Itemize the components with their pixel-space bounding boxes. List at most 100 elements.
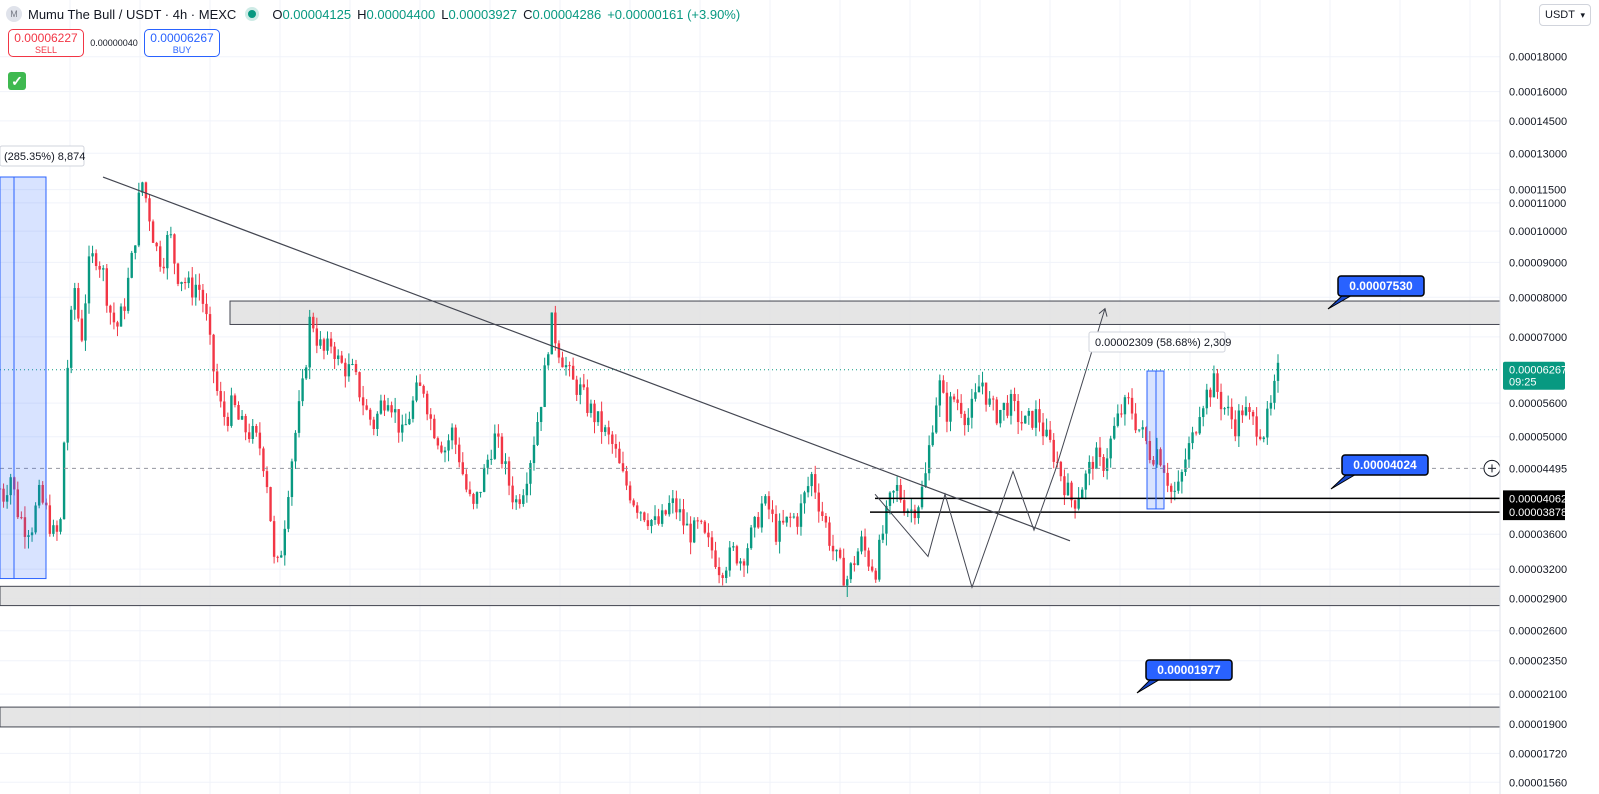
candle-body: [425, 393, 429, 415]
y-tick-label: 0.00007000: [1509, 332, 1567, 344]
candle-body: [977, 386, 981, 393]
candle-body: [1262, 437, 1265, 440]
candle-body: [945, 392, 949, 422]
candle-body: [1059, 461, 1063, 477]
open-value: 0.00004125: [282, 6, 352, 22]
candle-body: [30, 532, 34, 536]
support-resistance-zone: [229, 300, 1501, 325]
candle-body: [134, 245, 137, 253]
candle-body: [27, 535, 30, 537]
candle-body: [1269, 402, 1273, 409]
candle-body: [1234, 419, 1237, 437]
check-icon[interactable]: ✓: [8, 72, 26, 90]
projection-path[interactable]: [874, 308, 1106, 589]
candle-body: [272, 521, 276, 557]
candle-body: [1276, 362, 1280, 381]
candle-body: [258, 432, 262, 449]
candle-body: [924, 473, 927, 487]
candle-body: [1081, 489, 1084, 499]
candle-body: [408, 418, 411, 425]
candle-body: [59, 519, 62, 532]
candle-body: [1031, 410, 1034, 428]
candle-body: [500, 436, 504, 464]
candle-body: [1052, 439, 1055, 462]
drawings-layer[interactable]: (285.35%) 8,874 0.00002309 (58.68%) 2,309…: [0, 145, 1501, 694]
measure-label: (285.35%) 8,874: [4, 151, 85, 163]
current-price-tag[interactable]: [1503, 361, 1565, 390]
candle-body: [860, 536, 863, 552]
candle-body: [903, 500, 906, 514]
callout-box[interactable]: [1145, 659, 1233, 681]
candle-body: [1088, 461, 1091, 474]
y-tick-label: 0.00002100: [1509, 689, 1567, 701]
candle-body: [1166, 472, 1169, 486]
y-tick-label: 0.00013000: [1509, 148, 1567, 160]
candle-body: [354, 363, 358, 373]
callout-box[interactable]: [1341, 454, 1429, 476]
candle-body: [657, 516, 660, 524]
candle-body: [653, 516, 657, 521]
candle-body: [479, 491, 482, 493]
y-tick-label: 0.00002600: [1509, 626, 1567, 638]
candle-body: [660, 510, 664, 524]
level-label: 0.00004062: [1509, 493, 1567, 505]
y-tick-label: 0.00001900: [1509, 719, 1567, 731]
candle-body: [774, 513, 778, 542]
candle-body: [614, 443, 618, 449]
callout-box[interactable]: [1337, 275, 1425, 297]
currency-selector[interactable]: USDT ▾: [1539, 4, 1591, 26]
candle-body: [636, 505, 639, 513]
sell-button[interactable]: 0.00006227 SELL: [8, 29, 84, 57]
symbol-legend: M Mumu The Bull / USDT · 4h · MEXC O 0.00…: [6, 5, 740, 23]
symbol-title[interactable]: Mumu The Bull / USDT · 4h · MEXC: [28, 6, 237, 22]
candle-body: [849, 563, 853, 580]
candle-body: [180, 282, 183, 284]
candle-body: [1141, 427, 1144, 430]
candle-body: [37, 484, 41, 506]
candle-body: [853, 563, 856, 565]
candle-body: [710, 537, 714, 551]
candle-body: [397, 409, 400, 433]
candle-body: [1184, 459, 1187, 473]
buy-button[interactable]: 0.00006267 BUY: [144, 29, 220, 57]
candle-body: [215, 371, 219, 391]
candle-body: [62, 442, 66, 520]
candle-body: [974, 392, 977, 399]
candle-body: [461, 462, 464, 475]
candle-body: [297, 401, 301, 433]
y-tick-label: 0.00005600: [1509, 398, 1567, 410]
candle-body: [1251, 411, 1255, 417]
candle-body: [739, 561, 742, 564]
candle-body: [621, 463, 625, 472]
candle-body: [668, 502, 671, 515]
candle-body: [16, 489, 19, 518]
candle-body: [675, 498, 678, 513]
trendline[interactable]: [102, 176, 1071, 542]
candle-body: [194, 284, 197, 298]
candle-body: [532, 444, 536, 464]
candle-body: [571, 365, 575, 380]
candle-body: [547, 354, 550, 366]
candle-body: [393, 409, 397, 413]
candle-body: [486, 459, 489, 468]
candle-body: [689, 523, 692, 543]
candle-body: [312, 316, 315, 329]
candle-body: [20, 517, 23, 519]
candle-body: [475, 492, 479, 504]
support-resistance-zone: [0, 585, 1501, 607]
candle-body: [814, 474, 817, 493]
candle-body: [212, 334, 215, 372]
candle-body: [91, 253, 94, 257]
candle-body: [1202, 408, 1205, 418]
candle-body: [732, 546, 735, 548]
candle-body: [870, 566, 874, 571]
measure-box[interactable]: [0, 176, 47, 580]
candle-body: [401, 424, 404, 433]
candle-body: [735, 546, 739, 564]
candle-body: [554, 312, 557, 344]
price-axis[interactable]: 0.00018000 0.00016000 0.00014500 0.00013000…: [1499, 0, 1567, 794]
candle-body: [856, 551, 860, 565]
candle-body: [618, 448, 621, 464]
candle-body: [785, 516, 788, 523]
